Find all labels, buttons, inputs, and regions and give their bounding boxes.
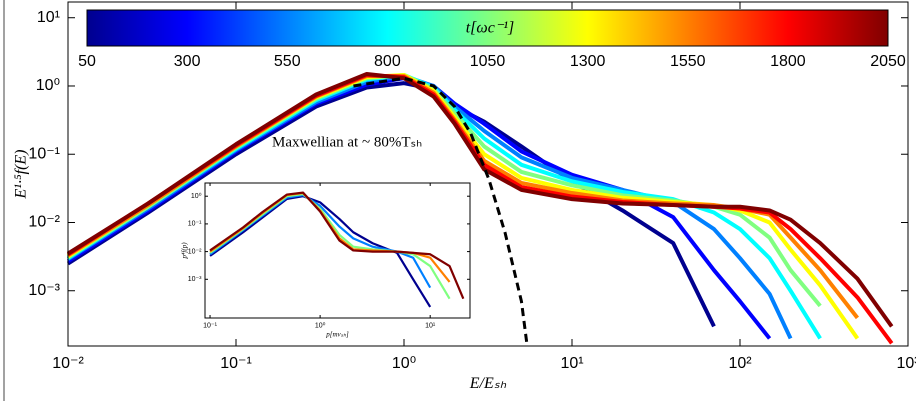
colorbar-tick-label: 1550 xyxy=(670,53,706,70)
colorbar-label: t[ωc⁻¹] xyxy=(466,20,515,37)
colorbar-tick-label: 550 xyxy=(274,53,301,70)
x-axis-label: p[mvₛₕ] xyxy=(325,330,349,338)
inset-background xyxy=(205,183,470,318)
y-tick-label: 10⁰ xyxy=(36,77,60,94)
inset-plot: 10⁻¹ 10⁰ 10¹ 10⁰ 10⁻¹ 10⁻² 10⁻³ p[mvₛₕ] p⁴f(p) xyxy=(180,182,471,338)
x-tick-label: 10⁰ xyxy=(392,355,416,372)
y-tick-label: 10¹ xyxy=(37,9,60,26)
colorbar xyxy=(86,9,889,47)
y-tick-label: 10⁻² xyxy=(28,214,60,231)
y-tick-label: 10⁻³ xyxy=(28,282,60,299)
x-tick-label: 10¹ xyxy=(425,323,436,330)
x-tick-label: 10¹ xyxy=(560,355,583,372)
colorbar-tick-label: 1050 xyxy=(470,53,506,70)
colorbar-tick-label: 300 xyxy=(174,53,201,70)
axes-frame xyxy=(204,182,471,319)
x-tick-label: 10⁻¹ xyxy=(220,355,252,372)
spectrum-line xyxy=(209,192,451,300)
y-tick-label: 10⁻¹ xyxy=(28,145,60,162)
spectrum-line xyxy=(66,71,894,328)
colorbar-tick-label: 2050 xyxy=(870,53,906,70)
spectrum-line xyxy=(209,191,465,300)
x-tick-label: 10³ xyxy=(896,355,916,372)
annotation: Maxwellian at ~ 80%Tₛₕ xyxy=(272,134,422,150)
main-plot: Maxwellian at ~ 80%Tₛₕ 10⁻² 10⁻¹ 10⁰ 10¹ 10² 1… xyxy=(12,1,916,392)
x-tick-label: 10⁻¹ xyxy=(203,323,217,330)
y-tick-label: 10⁻¹ xyxy=(188,221,202,228)
colorbar-tick-label: 50 xyxy=(78,53,96,70)
x-tick-label: 10² xyxy=(728,355,752,372)
x-tick-label: 10⁻² xyxy=(52,355,84,372)
y-tick-label: 10⁰ xyxy=(191,192,202,200)
colorbar-tick-label: 1300 xyxy=(570,53,606,70)
y-tick-label: 10⁻³ xyxy=(188,276,202,283)
y-axis-label: E¹·⁵f(E) xyxy=(12,149,29,199)
y-axis-label: p⁴f(p) xyxy=(180,242,188,260)
y-tick-label: 10⁻² xyxy=(188,248,202,255)
colorbar-tick-label: 800 xyxy=(374,53,401,70)
axes-frame xyxy=(67,1,909,347)
spectrum-line xyxy=(209,195,432,308)
x-axis-label: E/Eₛₕ xyxy=(469,375,507,392)
plot-layer: Maxwellian at ~ 80%Tₛₕ 10⁻² 10⁻¹ 10⁰ 10¹ 10² 1… xyxy=(12,1,916,392)
x-tick-label: 10⁰ xyxy=(315,322,326,330)
colorbar-tick-label: 1800 xyxy=(770,53,806,70)
